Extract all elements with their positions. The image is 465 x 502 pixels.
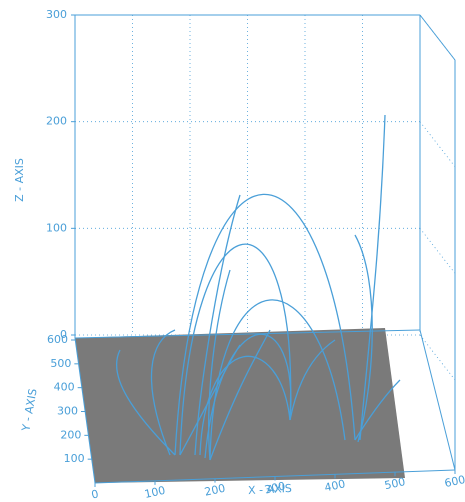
grid-line <box>419 334 456 381</box>
field-lines <box>115 114 401 461</box>
y-tick-label: 600 <box>47 333 68 346</box>
x-tick-label: 200 <box>203 482 226 499</box>
x-tick-label: 600 <box>443 473 465 490</box>
y-tick-label: 500 <box>50 357 71 370</box>
y-axis-label: Y - AXIS <box>19 388 39 434</box>
field-line <box>209 329 271 461</box>
field-line <box>150 329 176 456</box>
z-tick-label: 200 <box>46 115 67 128</box>
x-tick-label: 400 <box>323 477 346 494</box>
x-tick-label: 100 <box>143 484 166 501</box>
x-tick-label: 500 <box>383 475 406 492</box>
x-tick-label: 0 <box>90 487 100 501</box>
grid-line <box>419 228 456 274</box>
field-line <box>194 194 241 456</box>
axis-line <box>74 337 96 484</box>
field-line <box>204 333 292 459</box>
field-line <box>174 193 356 456</box>
y-tick-label: 400 <box>54 381 75 394</box>
field-line <box>208 269 231 461</box>
axis-line <box>74 329 421 339</box>
field-line <box>359 114 386 441</box>
z-tick-label: 300 <box>46 8 67 21</box>
grid-line <box>419 121 456 167</box>
field-line <box>354 379 401 441</box>
y-tick-label: 300 <box>57 405 78 418</box>
y-tick-label: 100 <box>64 452 85 465</box>
field-line <box>289 339 336 421</box>
field-line <box>179 344 241 456</box>
z-tick-label: 100 <box>46 221 67 234</box>
z-tick-label: 0 <box>60 328 67 341</box>
x-tick-label: 300 <box>263 479 286 496</box>
field-line <box>199 355 291 456</box>
magnetogram <box>75 328 405 483</box>
y-tick-label: 200 <box>60 428 81 441</box>
field-line <box>354 234 373 443</box>
z-axis-label: Z - AXIS <box>13 158 26 202</box>
axis-line <box>419 14 456 61</box>
axis-line <box>94 469 456 484</box>
x-axis-label: X - AXIS <box>248 482 292 497</box>
field-line <box>115 349 176 456</box>
axis-line <box>419 329 456 471</box>
